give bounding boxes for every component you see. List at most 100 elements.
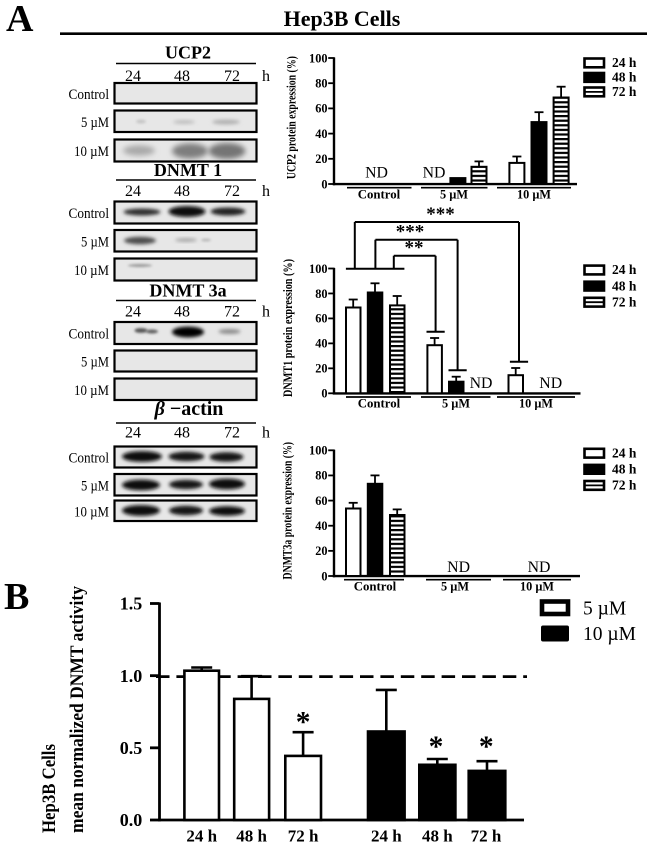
svg-text:DNMT3a protein expression (%): DNMT3a protein expression (%)	[280, 442, 295, 580]
svg-text:72: 72	[224, 425, 240, 442]
svg-text:*: *	[296, 707, 311, 739]
svg-text:DNMT1 protein expression (%): DNMT1 protein expression (%)	[280, 259, 295, 397]
svg-text:ND: ND	[447, 559, 470, 576]
svg-text:Hep3B Cells: Hep3B Cells	[284, 6, 401, 31]
svg-text:***: ***	[426, 204, 455, 225]
svg-text:5 µM: 5 µM	[81, 115, 109, 131]
svg-text:DNMT 1: DNMT 1	[154, 160, 222, 180]
svg-text:72 h: 72 h	[612, 478, 637, 493]
svg-text:h: h	[262, 183, 270, 200]
svg-text:72: 72	[224, 68, 240, 85]
svg-text:72 h: 72 h	[612, 84, 637, 99]
svg-text:B: B	[4, 576, 29, 618]
svg-text:Control: Control	[358, 186, 401, 201]
svg-text:80: 80	[315, 287, 327, 301]
svg-text:48: 48	[174, 304, 190, 321]
svg-text:mean normalized DNMT activity: mean normalized DNMT activity	[67, 586, 88, 833]
svg-text:24: 24	[125, 68, 141, 85]
svg-text:5 µM: 5 µM	[442, 396, 470, 411]
svg-text:60: 60	[315, 102, 327, 116]
svg-text:Control: Control	[69, 327, 110, 343]
svg-text:20: 20	[315, 544, 327, 558]
svg-text:10 µM: 10 µM	[74, 383, 109, 399]
svg-text:*: *	[479, 731, 494, 763]
svg-text:Hep3B Cells: Hep3B Cells	[39, 744, 60, 833]
svg-text:h: h	[262, 68, 270, 85]
svg-text:100: 100	[309, 51, 327, 65]
svg-text:β −actin: β −actin	[154, 398, 224, 420]
svg-text:100: 100	[309, 444, 327, 458]
svg-text:10 µM: 10 µM	[74, 504, 109, 520]
svg-text:24 h: 24 h	[186, 827, 217, 846]
svg-text:72: 72	[224, 183, 240, 200]
svg-text:40: 40	[315, 337, 327, 351]
svg-text:10 µM: 10 µM	[583, 624, 636, 645]
svg-text:Control: Control	[358, 396, 401, 411]
svg-text:UCP2: UCP2	[165, 43, 211, 63]
svg-text:24 h: 24 h	[612, 55, 637, 70]
svg-text:***: ***	[396, 222, 425, 243]
svg-text:48 h: 48 h	[236, 827, 267, 846]
svg-text:Control: Control	[69, 451, 110, 467]
svg-text:5 µM: 5 µM	[440, 186, 468, 201]
svg-text:80: 80	[315, 77, 327, 91]
svg-text:72 h: 72 h	[471, 827, 502, 846]
svg-text:48: 48	[174, 183, 190, 200]
svg-text:DNMT 3a: DNMT 3a	[149, 281, 226, 301]
svg-text:ND: ND	[539, 375, 562, 392]
svg-text:10 µM: 10 µM	[74, 144, 109, 160]
svg-text:1.0: 1.0	[120, 666, 143, 686]
svg-text:h: h	[262, 304, 270, 321]
svg-text:100: 100	[309, 262, 327, 276]
svg-text:48 h: 48 h	[612, 278, 637, 293]
svg-text:0: 0	[321, 569, 327, 583]
svg-text:40: 40	[315, 519, 327, 533]
svg-text:60: 60	[315, 494, 327, 508]
svg-text:72 h: 72 h	[288, 827, 319, 846]
svg-text:20: 20	[315, 362, 327, 376]
svg-text:20: 20	[315, 152, 327, 166]
svg-text:0.0: 0.0	[120, 810, 143, 830]
svg-text:48 h: 48 h	[612, 70, 637, 85]
svg-text:*: *	[429, 731, 444, 763]
svg-text:UCP2 protein expression (%): UCP2 protein expression (%)	[284, 56, 299, 179]
svg-text:72 h: 72 h	[612, 294, 637, 309]
svg-text:5 µM: 5 µM	[81, 478, 109, 494]
svg-text:48: 48	[174, 68, 190, 85]
svg-text:0: 0	[321, 177, 327, 191]
svg-text:Control: Control	[354, 578, 397, 593]
svg-text:60: 60	[315, 312, 327, 326]
svg-text:80: 80	[315, 469, 327, 483]
svg-text:10 µM: 10 µM	[517, 186, 551, 201]
svg-text:5 µM: 5 µM	[583, 599, 626, 620]
svg-text:48 h: 48 h	[612, 462, 637, 477]
svg-text:Control: Control	[69, 206, 110, 222]
svg-text:72: 72	[224, 304, 240, 321]
svg-text:24 h: 24 h	[371, 827, 402, 846]
svg-text:24 h: 24 h	[612, 445, 637, 460]
svg-text:10 µM: 10 µM	[74, 263, 109, 279]
svg-text:ND: ND	[365, 165, 388, 182]
svg-text:h: h	[262, 425, 270, 442]
svg-text:ND: ND	[528, 559, 551, 576]
svg-text:A: A	[6, 0, 34, 40]
svg-text:ND: ND	[470, 375, 493, 392]
svg-text:5 µM: 5 µM	[441, 578, 469, 593]
svg-text:48: 48	[174, 425, 190, 442]
svg-text:24: 24	[125, 304, 141, 321]
svg-text:24 h: 24 h	[612, 262, 637, 277]
svg-text:1.5: 1.5	[120, 594, 143, 614]
svg-text:0.5: 0.5	[120, 738, 143, 758]
svg-text:5 µM: 5 µM	[81, 234, 109, 250]
svg-text:40: 40	[315, 127, 327, 141]
svg-text:48 h: 48 h	[422, 827, 453, 846]
svg-text:5 µM: 5 µM	[81, 355, 109, 371]
svg-text:0: 0	[321, 387, 327, 401]
svg-text:10 µM: 10 µM	[520, 578, 554, 593]
svg-text:24: 24	[125, 425, 141, 442]
svg-text:**: **	[405, 238, 424, 259]
svg-text:10 µM: 10 µM	[519, 396, 553, 411]
svg-text:Control: Control	[69, 87, 110, 103]
svg-text:ND: ND	[423, 165, 446, 182]
svg-text:24: 24	[125, 183, 141, 200]
